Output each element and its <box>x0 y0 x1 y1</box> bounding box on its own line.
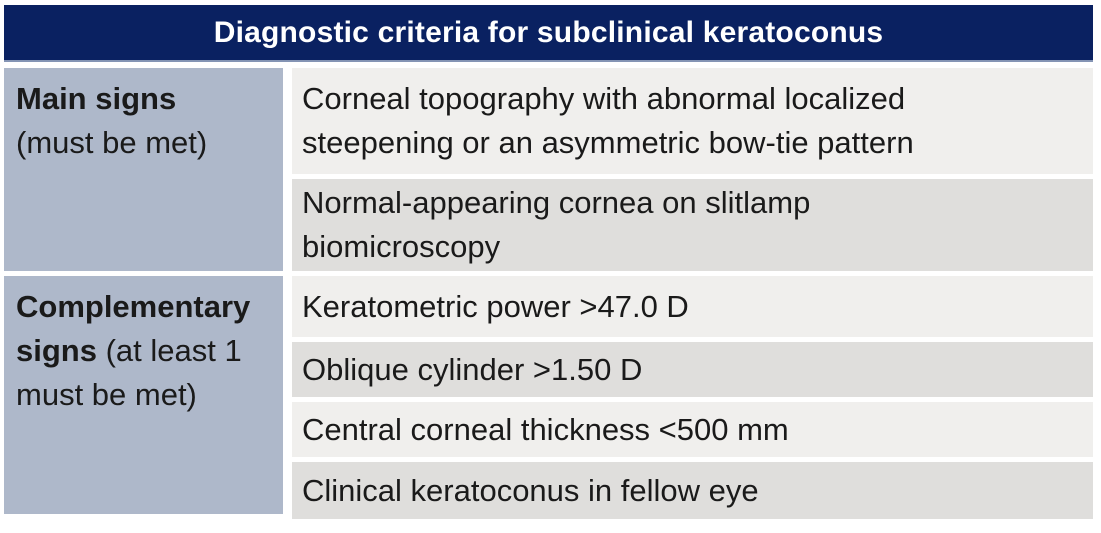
criteria-rows-main: Corneal topography with abnormal localiz… <box>292 68 1093 271</box>
table-body: Main signs (must be met) Corneal topogra… <box>4 68 1093 519</box>
section-label-note: (must be met) <box>16 125 208 160</box>
criterion-text: Corneal topography with abnormal localiz… <box>302 81 914 160</box>
criterion-text: Keratometric power >47.0 D <box>302 288 689 324</box>
section-label-bold: Complementary signs <box>16 289 251 368</box>
section-label-note: (at least 1 must be met) <box>16 333 242 412</box>
table-title: Diagnostic criteria for subclinical kera… <box>213 15 884 49</box>
criterion-row: Clinical keratoconus in fellow eye <box>292 462 1093 519</box>
criterion-text: Normal-appearing cornea on slitlamp biom… <box>302 185 811 264</box>
criterion-row: Normal-appearing cornea on slitlamp biom… <box>292 179 1093 271</box>
criterion-text: Central corneal thickness <500 mm <box>302 411 789 447</box>
criterion-row: Central corneal thickness <500 mm <box>292 402 1093 457</box>
section-label-main-signs: Main signs (must be met) <box>4 68 283 271</box>
section-label-bold: Main signs <box>16 81 177 116</box>
section-complementary-signs: Complementary signs (at least 1 must be … <box>4 276 1093 519</box>
criterion-row: Keratometric power >47.0 D <box>292 276 1093 337</box>
criterion-row: Corneal topography with abnormal localiz… <box>292 68 1093 174</box>
section-label-complementary-signs: Complementary signs (at least 1 must be … <box>4 276 283 514</box>
criteria-rows-complementary: Keratometric power >47.0 D Oblique cylin… <box>292 276 1093 519</box>
section-main-signs: Main signs (must be met) Corneal topogra… <box>4 68 1093 271</box>
table-title-bar: Diagnostic criteria for subclinical kera… <box>4 5 1093 62</box>
criterion-text: Clinical keratoconus in fellow eye <box>302 472 759 508</box>
criterion-text: Oblique cylinder >1.50 D <box>302 351 643 387</box>
criterion-row: Oblique cylinder >1.50 D <box>292 342 1093 397</box>
